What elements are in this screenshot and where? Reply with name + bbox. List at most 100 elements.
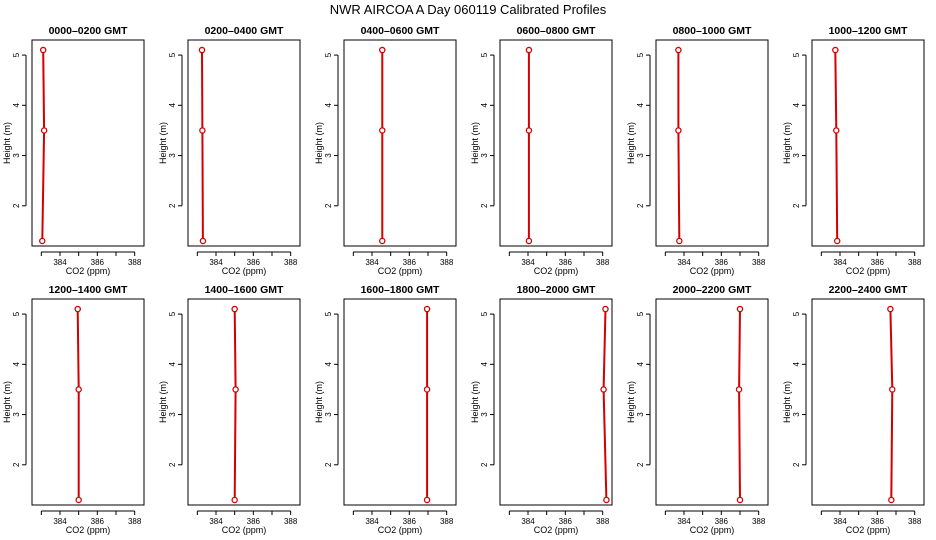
data-point [423,386,431,393]
y-tick-label: 4 [168,103,177,108]
y-tick-label: 5 [12,311,21,316]
plot-frame [343,298,457,506]
data-point [525,46,533,54]
data-point [833,237,841,245]
x-tick-label: 388 [284,517,298,526]
data-point [232,386,239,393]
y-tick-label: 2 [480,203,489,208]
y-tick-label: 4 [636,362,645,367]
y-tick-label: 5 [12,52,21,57]
profile-line [41,49,46,242]
y-axis-label: Height (m) [158,122,168,164]
panel-title: 2000–2200 GMT [673,284,752,296]
y-tick-label: 4 [636,103,645,108]
x-axis-label: CO2 (ppm) [66,525,111,535]
data-point [736,305,744,313]
chart-panel: 2000–2200 GMT 384 386 388 CO2 (ppm) 2 3 4 5 Heigh… [626,284,769,535]
chart-panel: 0400–0600 GMT 384 386 388 CO2 (ppm) 2 3 4 5 Heigh… [314,25,457,276]
data-point [889,386,896,393]
y-tick-label: 5 [636,311,645,316]
data-point [887,305,894,313]
y-tick-label: 3 [792,412,801,417]
x-tick-label: 388 [440,517,454,526]
x-tick-label: 384 [833,517,847,526]
y-tick-label: 2 [792,203,801,208]
data-point [231,305,238,313]
y-tick-label: 3 [12,412,21,417]
chart-panel: 1400–1600 GMT 384 386 388 CO2 (ppm) 2 3 4 5 Heigh… [158,284,301,535]
y-tick-label: 3 [12,153,21,158]
y-tick-label: 4 [12,362,21,367]
y-tick-label: 2 [12,203,21,208]
x-tick-label: 384 [521,258,535,267]
x-tick-label: 388 [284,258,298,267]
y-tick-label: 3 [480,153,489,158]
data-point [525,237,533,245]
y-tick-label: 5 [168,311,177,316]
plot-frame [811,298,925,506]
y-tick-label: 4 [324,103,333,108]
y-tick-label: 5 [480,52,489,57]
y-axis-label: Height (m) [626,381,636,423]
plot-frame [187,39,301,247]
plot-frame [499,39,613,247]
x-tick-label: 386 [403,517,417,526]
data-point [603,496,610,504]
x-tick-label: 384 [677,517,691,526]
x-tick-label: 384 [833,258,847,267]
y-axis-label: Height (m) [782,122,792,164]
data-point [199,237,207,245]
x-tick-label: 386 [559,517,573,526]
panel-title: 0800–1000 GMT [673,25,752,37]
x-tick-label: 384 [53,258,67,267]
data-point [423,496,431,504]
x-axis-label: CO2 (ppm) [846,525,891,535]
y-tick-label: 2 [636,203,645,208]
y-tick-label: 3 [636,412,645,417]
y-tick-label: 2 [12,462,21,467]
y-tick-label: 4 [480,362,489,367]
x-tick-label: 384 [521,517,535,526]
profile-line [201,49,204,242]
x-tick-label: 386 [871,258,885,267]
profile-line [233,308,237,501]
data-point [198,46,206,54]
x-axis-label: CO2 (ppm) [690,525,735,535]
y-axis-label: Height (m) [2,381,12,423]
y-tick-label: 4 [480,103,489,108]
chart-panel: 0200–0400 GMT 384 386 388 CO2 (ppm) 2 3 4 5 Heigh… [158,25,301,276]
data-point [832,46,839,54]
x-tick-label: 386 [715,258,729,267]
panel-title: 1800–2000 GMT [517,284,596,296]
panel-title: 1400–1600 GMT [205,284,284,296]
data-point [199,127,206,134]
x-tick-label: 388 [908,258,922,267]
x-axis-label: CO2 (ppm) [66,266,111,276]
x-tick-label: 388 [752,258,766,267]
chart-panel: 0600–0800 GMT 384 386 388 CO2 (ppm) 2 3 4 5 Heigh… [470,25,613,276]
y-tick-label: 5 [636,52,645,57]
plot-frame [811,39,925,247]
x-tick-label: 386 [871,517,885,526]
panel-title: 0600–0800 GMT [517,25,596,37]
profile-line [889,308,894,501]
y-tick-label: 2 [636,462,645,467]
x-tick-label: 384 [209,517,223,526]
data-point [675,46,682,54]
data-point [675,127,682,134]
data-point [74,305,81,313]
y-tick-label: 2 [324,203,333,208]
panel-title: 2200–2400 GMT [829,284,908,296]
chart-panel: 1000–1200 GMT 384 386 388 CO2 (ppm) 2 3 4 5 Heigh… [782,25,925,276]
y-tick-label: 2 [168,203,177,208]
y-axis-label: Height (m) [470,381,480,423]
data-point [75,386,82,393]
x-axis-label: CO2 (ppm) [534,266,579,276]
data-point [833,127,840,134]
data-point [735,386,743,393]
y-tick-label: 5 [792,311,801,316]
x-axis-label: CO2 (ppm) [222,525,267,535]
chart-panel: 1600–1800 GMT 384 386 388 CO2 (ppm) 2 3 4 5 Heigh… [314,284,457,535]
y-tick-label: 3 [324,153,333,158]
data-point [379,46,386,54]
